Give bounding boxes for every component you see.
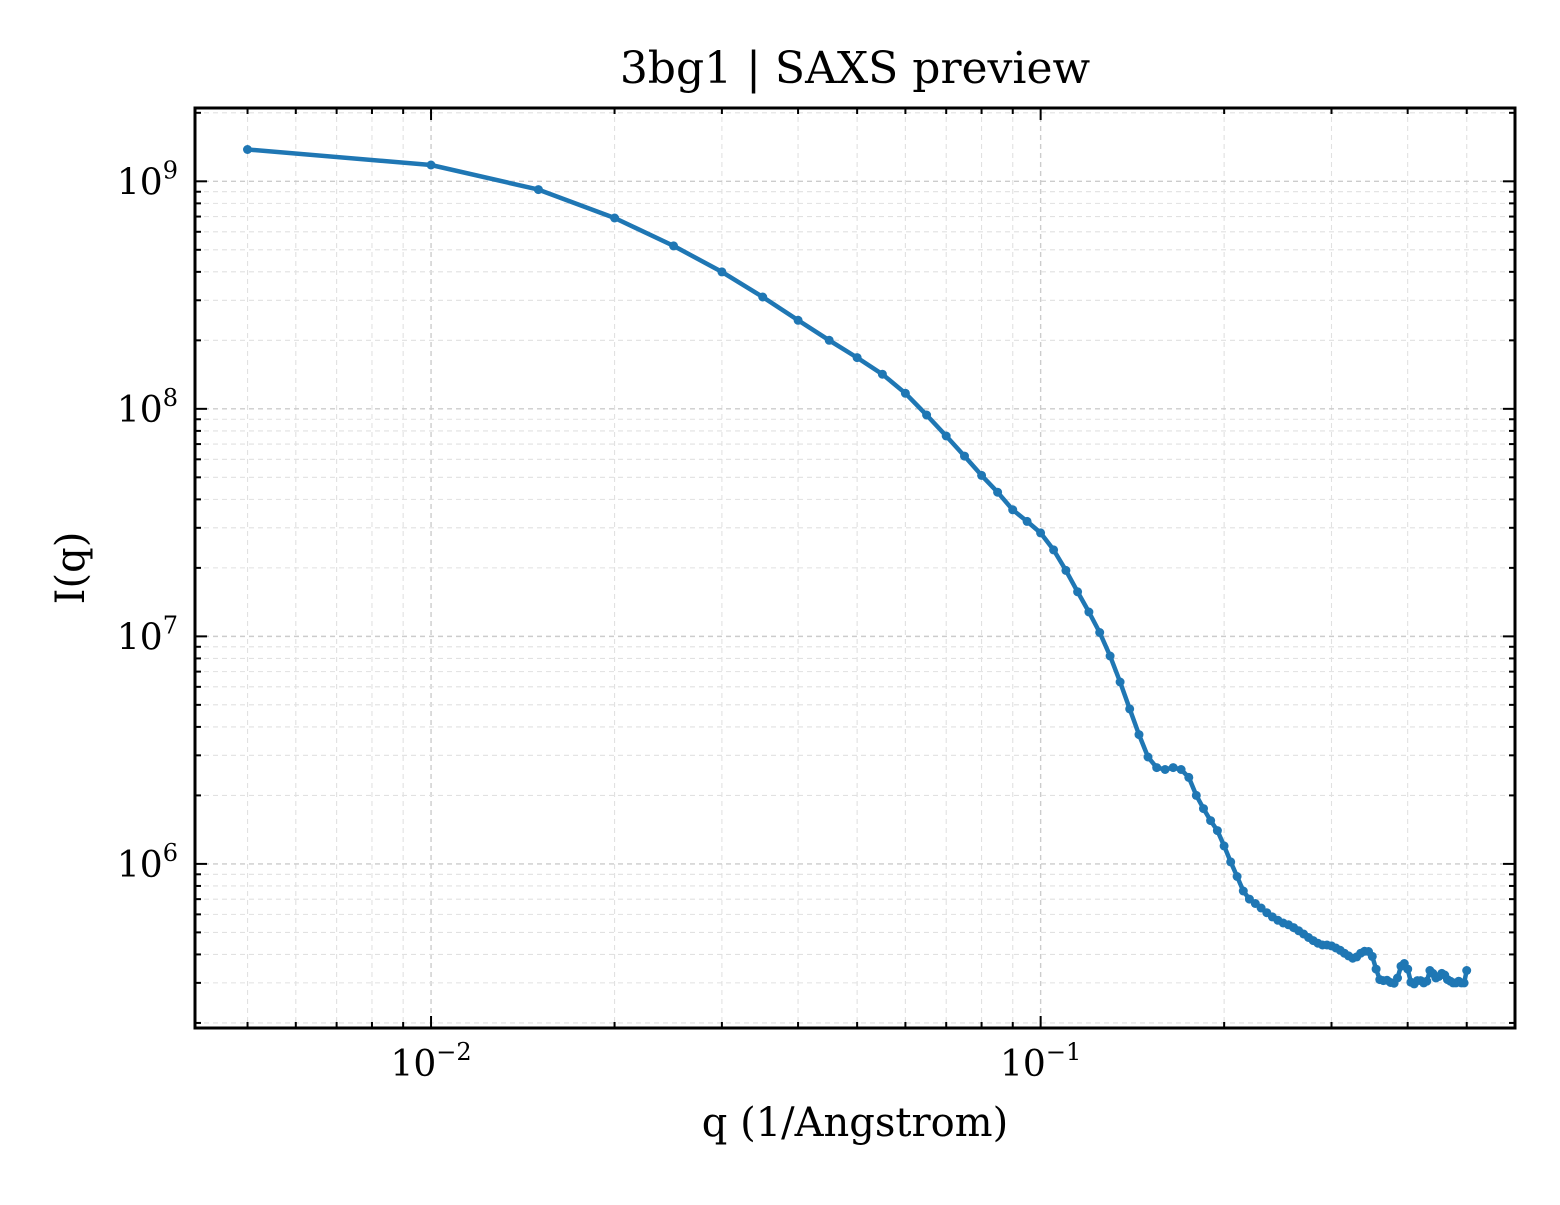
- data-point: [669, 241, 679, 251]
- data-point: [1459, 978, 1469, 988]
- data-point: [977, 470, 987, 480]
- data-point: [717, 267, 727, 277]
- data-point: [1084, 607, 1094, 617]
- y-axis-label: I(q): [48, 532, 94, 605]
- data-point: [1134, 730, 1144, 740]
- data-series: [243, 145, 1472, 989]
- data-point: [1160, 765, 1170, 774]
- plot-frame: [193, 106, 1517, 1030]
- data-point: [1238, 886, 1248, 896]
- data-point: [1008, 505, 1018, 515]
- data-point: [1232, 872, 1242, 881]
- data-point: [1049, 545, 1059, 555]
- y-tick-label: 108: [117, 384, 178, 431]
- x-tick-label: 10−1: [1000, 1038, 1081, 1085]
- data-point: [1199, 804, 1208, 814]
- data-point: [1462, 966, 1472, 975]
- data-point: [960, 451, 969, 461]
- data-point: [1191, 790, 1201, 800]
- data-point: [900, 388, 910, 398]
- data-point: [1061, 565, 1071, 575]
- data-point: [1206, 816, 1216, 826]
- data-point: [1371, 964, 1381, 974]
- data-point: [1115, 677, 1125, 687]
- data-point: [1152, 763, 1162, 773]
- y-tick-label: 107: [117, 611, 178, 658]
- data-point: [1095, 628, 1105, 637]
- data-point: [1143, 752, 1153, 762]
- y-tick-label: 109: [117, 156, 178, 203]
- data-point: [1176, 765, 1186, 774]
- tick-labels: 10−2 10−1 106 107 108 109: [117, 156, 1081, 1085]
- data-point: [824, 335, 834, 345]
- data-point: [1168, 763, 1178, 773]
- data-point: [1184, 772, 1194, 782]
- data-point: [758, 292, 768, 302]
- data-point: [1226, 857, 1236, 867]
- data-point: [1073, 587, 1083, 597]
- data-point: [1422, 976, 1432, 986]
- data-point: [793, 315, 803, 325]
- y-tick-label: 106: [117, 839, 178, 886]
- data-point: [1036, 528, 1046, 538]
- data-point: [1219, 841, 1229, 851]
- data-point: [610, 213, 620, 223]
- data-point: [852, 353, 862, 363]
- data-point: [1212, 826, 1222, 836]
- data-point: [1022, 516, 1032, 526]
- data-point: [426, 160, 436, 170]
- data-point: [243, 145, 252, 154]
- x-tick-label: 10−2: [390, 1038, 471, 1085]
- data-point: [533, 185, 543, 195]
- data-point: [1367, 951, 1377, 961]
- data-point: [1105, 651, 1115, 661]
- data-point: [993, 487, 1003, 497]
- data-point: [1125, 704, 1135, 714]
- data-point: [877, 369, 887, 379]
- data-point: [1393, 973, 1402, 983]
- chart-title: 3bg1 | SAXS preview: [620, 43, 1091, 94]
- x-axis-label: q (1/Angstrom): [702, 1100, 1008, 1146]
- data-point: [922, 410, 932, 420]
- data-point: [1403, 964, 1413, 974]
- data-point: [941, 431, 951, 441]
